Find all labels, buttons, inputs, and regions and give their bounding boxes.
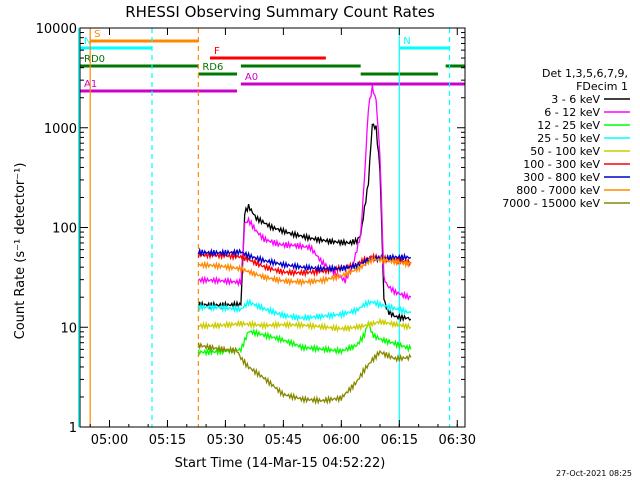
- series-line: [197, 298, 412, 323]
- y-tick-label: 10: [60, 321, 77, 336]
- x-tick-label: 05:30: [207, 433, 244, 448]
- time-markers: [77, 28, 451, 427]
- legend-title-line-2: FDecim 1: [576, 80, 628, 93]
- flag-label: N: [403, 36, 410, 47]
- x-tick-label: 06:30: [439, 433, 476, 448]
- legend-entry: 800 - 7000 keV: [516, 184, 600, 197]
- x-tick-label: 05:15: [149, 433, 186, 448]
- legend-entry: 12 - 25 keV: [537, 119, 600, 132]
- series-line: [198, 85, 412, 301]
- legend-title-line-1: Det 1,3,5,6,7,9,: [542, 67, 628, 80]
- flag-label: RD0: [84, 54, 105, 65]
- legend-entry: 6 - 12 keV: [544, 106, 600, 119]
- flag-label: N: [84, 36, 91, 47]
- series-line: [197, 123, 412, 323]
- flag-label: RD6: [202, 62, 223, 73]
- flag-label: S: [94, 29, 100, 40]
- legend-entry: 100 - 300 keV: [523, 158, 600, 171]
- x-tick-label: 05:45: [265, 433, 302, 448]
- chart-title: RHESSI Observing Summary Count Rates: [125, 3, 435, 21]
- series-line: [198, 255, 412, 288]
- legend-entry: 25 - 50 keV: [537, 132, 600, 145]
- y-tick-label: 100: [52, 222, 77, 237]
- y-tick-label: 1000: [44, 122, 77, 137]
- axes: 05:00 05:15 05:30 05:45 06:00 06:15 06:30 1 10 10…: [36, 22, 476, 448]
- flag-label: F: [214, 46, 220, 57]
- flag-label: A0: [245, 72, 258, 83]
- series-lines: [197, 85, 412, 406]
- timestamp: 27-Oct-2021 08:25: [556, 469, 632, 478]
- legend-entry: 3 - 6 keV: [551, 93, 600, 106]
- x-tick-label: 06:00: [323, 433, 360, 448]
- x-tick-label: 05:00: [91, 433, 128, 448]
- y-axis-label: Count Rate (s⁻¹ detector⁻¹): [13, 163, 28, 340]
- legend-entry: 300 - 800 keV: [523, 171, 600, 184]
- y-tick-label: 10000: [36, 22, 77, 37]
- flag-bars: SNNFRD0RD6A0A1: [80, 29, 465, 93]
- legend-entry: 50 - 100 keV: [530, 145, 600, 158]
- x-axis-label: Start Time (14-Mar-15 04:52:22): [175, 456, 386, 471]
- series-line: [197, 342, 412, 406]
- series-line: [198, 317, 412, 333]
- y-tick-label: 1: [69, 421, 77, 436]
- x-tick-label: 06:15: [381, 433, 418, 448]
- legend-entry: 7000 - 15000 keV: [502, 197, 600, 210]
